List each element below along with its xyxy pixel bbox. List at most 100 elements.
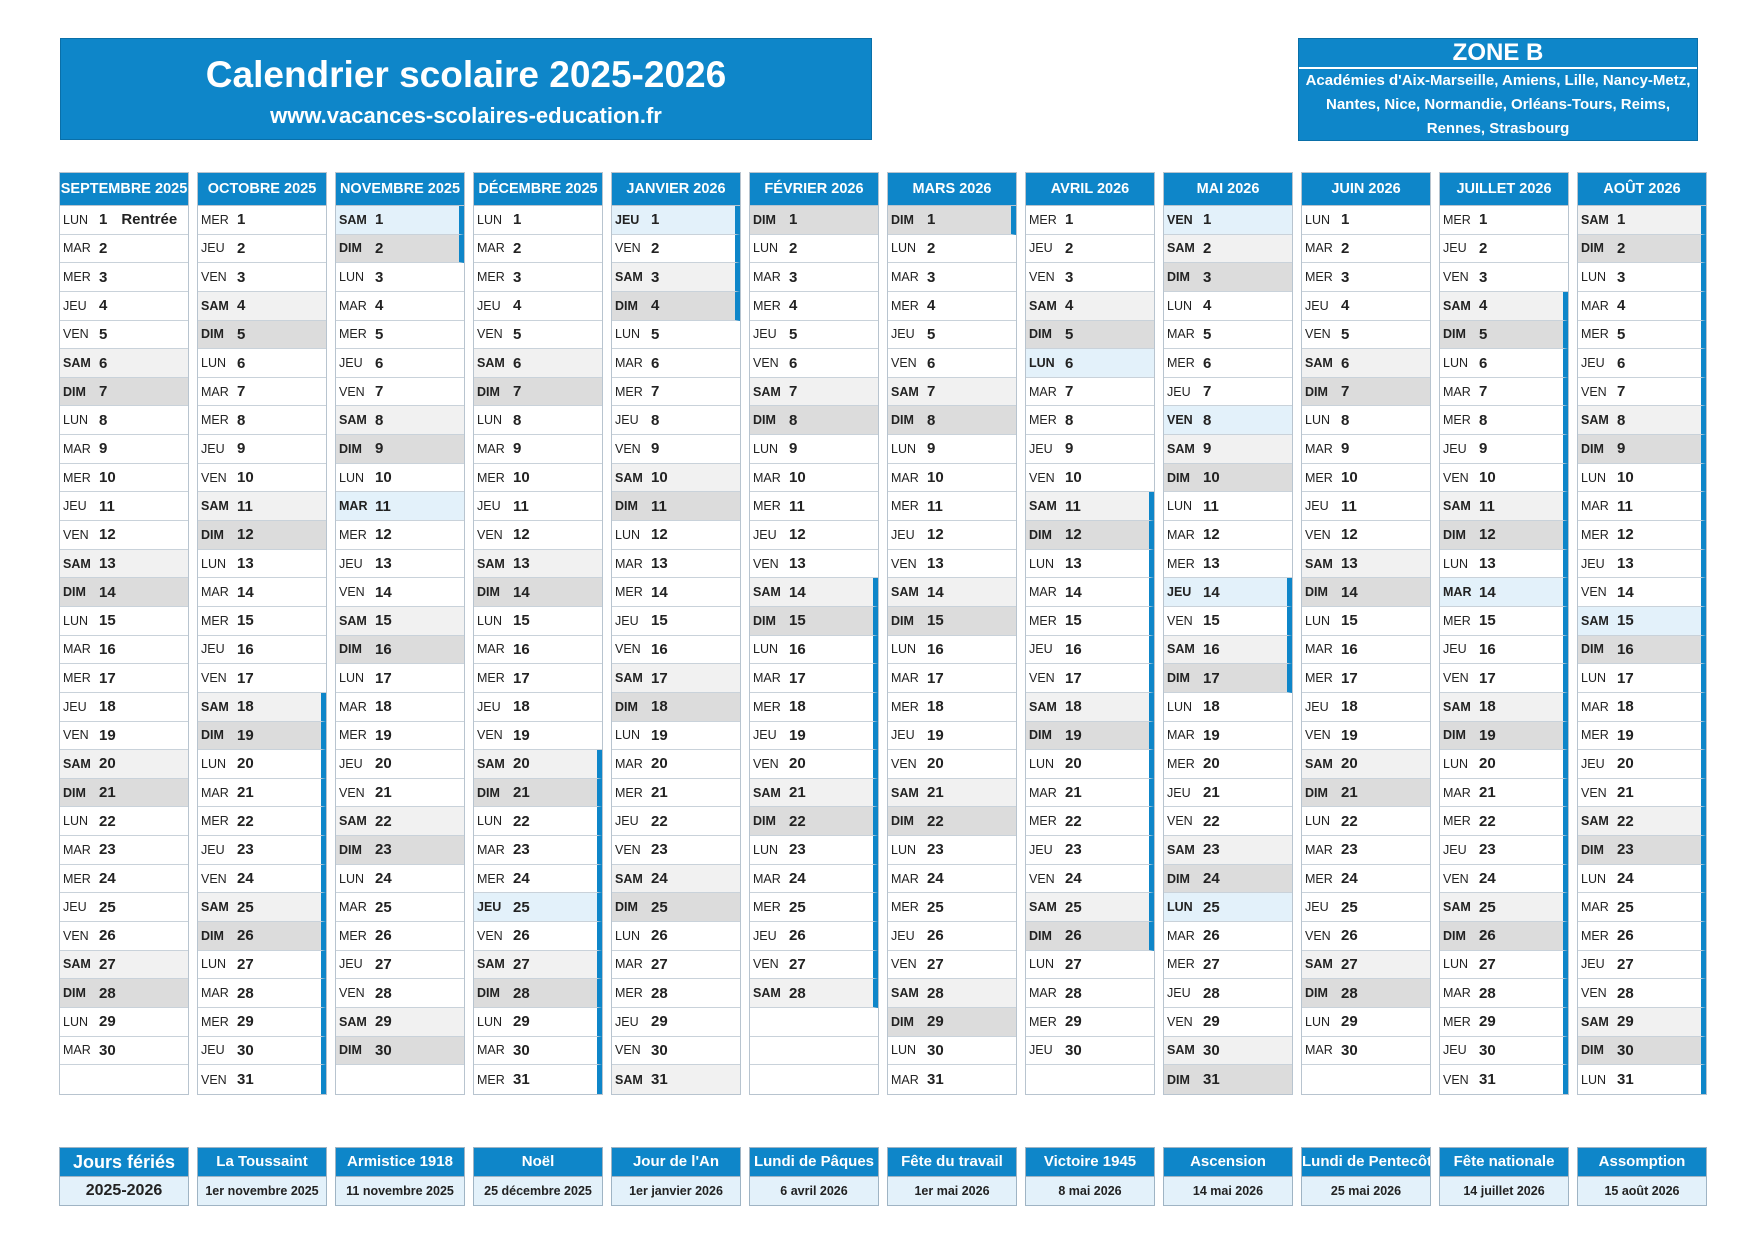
day-cell: SAM 27 [474, 950, 602, 980]
day-number: 3 [99, 268, 108, 286]
weekday-label: SAM [753, 585, 781, 600]
day-number: 7 [375, 383, 384, 401]
public-holiday-name: Fête nationale [1440, 1148, 1568, 1176]
day-number: 1 [99, 211, 108, 229]
day-number: 31 [1617, 1071, 1634, 1089]
day-number: 22 [1479, 812, 1496, 830]
weekday-label: JEU [1581, 356, 1605, 371]
day-cell: LUN 8 [474, 406, 602, 436]
weekday-label: VEN [1029, 671, 1055, 686]
weekday-label: MAR [753, 270, 781, 285]
day-number: 6 [927, 354, 936, 372]
day-number: 6 [651, 354, 660, 372]
day-number: 16 [789, 640, 806, 658]
weekday-label: DIM [615, 900, 638, 915]
day-number: 3 [1479, 268, 1488, 286]
day-cell: JEU 23 [198, 836, 326, 865]
day-number: 19 [99, 726, 116, 744]
day-number: 23 [1341, 841, 1358, 859]
day-cell: LUN 13 [1440, 549, 1568, 579]
weekday-label: SAM [1305, 957, 1333, 972]
day-number: 17 [513, 669, 530, 687]
day-number: 25 [1341, 898, 1358, 916]
day-cell: JEU 20 [1578, 750, 1706, 779]
day-cell: MAR 9 [1302, 435, 1430, 464]
day-number: 5 [1617, 325, 1626, 343]
public-holiday-date: 1er janvier 2026 [612, 1176, 740, 1205]
day-cell: MAR 5 [1164, 320, 1292, 350]
weekday-label: SAM [1029, 900, 1057, 915]
weekday-label: MAR [1167, 728, 1195, 743]
day-cell: MER 29 [1440, 1007, 1568, 1037]
day-number: 18 [237, 698, 254, 716]
weekday-label: VEN [891, 356, 917, 371]
zone-name: ZONE B [1299, 39, 1697, 69]
month-header: AOÛT 2026 [1578, 173, 1706, 206]
day-cell: LUN 9 [888, 435, 1016, 464]
day-cell: LUN 29 [474, 1007, 602, 1037]
weekday-label: LUN [63, 814, 89, 829]
day-cell: SAM 6 [60, 349, 188, 378]
day-cell: JEU 19 [888, 721, 1016, 751]
day-cell: JEU 13 [336, 549, 464, 579]
weekday-label: JEU [1581, 957, 1605, 972]
day-number: 25 [651, 898, 668, 916]
day-cell: VEN 22 [1164, 807, 1292, 837]
empty-day-cell [750, 1007, 878, 1037]
website-link[interactable]: www.vacances-scolaires-education.fr [270, 103, 662, 128]
weekday-label: VEN [1305, 928, 1331, 943]
day-cell: JEU 16 [198, 635, 326, 665]
weekday-label: LUN [753, 241, 779, 256]
weekday-label: JEU [615, 212, 640, 227]
month-column: JANVIER 2026 JEU 1 VEN 2 SAM 3 DIM 4 LUN 5 MAR 6 MER 7… [611, 172, 741, 1095]
day-number: 17 [375, 669, 392, 687]
day-cell: MER 19 [336, 721, 464, 751]
public-holiday-name: Assomption [1578, 1148, 1706, 1176]
weekday-label: MER [1029, 413, 1057, 428]
day-cell: MAR 28 [1026, 979, 1154, 1008]
day-cell: LUN 24 [336, 864, 464, 894]
weekday-label: DIM [63, 384, 86, 399]
day-number: 14 [375, 583, 392, 601]
day-cell: MER 12 [336, 521, 464, 550]
day-number: 2 [651, 239, 660, 257]
day-number: 26 [1341, 927, 1358, 945]
day-cell: MER 22 [1440, 807, 1568, 837]
day-number: 29 [1065, 1013, 1082, 1031]
day-number: 19 [1479, 726, 1496, 744]
weekday-label: DIM [1029, 928, 1052, 943]
day-number: 18 [375, 698, 392, 716]
day-number: 1 [1203, 211, 1212, 229]
day-cell: LUN 17 [1578, 664, 1706, 693]
weekday-label: JEU [1029, 441, 1053, 456]
weekday-label: MER [615, 384, 643, 399]
day-cell: LUN 19 [612, 721, 740, 751]
weekday-label: VEN [477, 327, 503, 342]
day-cell: JEU 26 [750, 922, 878, 951]
day-cell: JEU 18 [60, 692, 188, 722]
day-cell: LUN 29 [1302, 1007, 1430, 1037]
month-column: NOVEMBRE 2025 SAM 1 DIM 2 LUN 3 MAR 4 MER 5 JEU 6 VEN… [335, 172, 465, 1095]
weekday-label: LUN [477, 413, 503, 428]
weekday-label: JEU [1443, 1043, 1467, 1058]
day-cell: JEU 11 [60, 492, 188, 522]
weekday-label: MER [339, 728, 367, 743]
day-number: 9 [1341, 440, 1350, 458]
day-number: 27 [927, 955, 944, 973]
day-cell: LUN 15 [1302, 606, 1430, 636]
day-cell: DIM 24 [1164, 864, 1292, 894]
day-number: 12 [651, 526, 668, 544]
weekday-label: VEN [753, 556, 779, 571]
weekday-label: JEU [63, 298, 87, 313]
day-cell: VEN 12 [474, 521, 602, 550]
day-number: 1 [1341, 211, 1350, 229]
day-cell: DIM 30 [336, 1036, 464, 1066]
day-cell: JEU 20 [336, 750, 464, 779]
weekday-label: MER [1167, 356, 1195, 371]
weekday-label: VEN [1029, 270, 1055, 285]
weekday-label: SAM [891, 585, 919, 600]
weekday-label: DIM [1443, 728, 1466, 743]
weekday-label: JEU [1305, 298, 1329, 313]
day-cell: MAR 10 [888, 463, 1016, 493]
weekday-label: VEN [615, 241, 641, 256]
